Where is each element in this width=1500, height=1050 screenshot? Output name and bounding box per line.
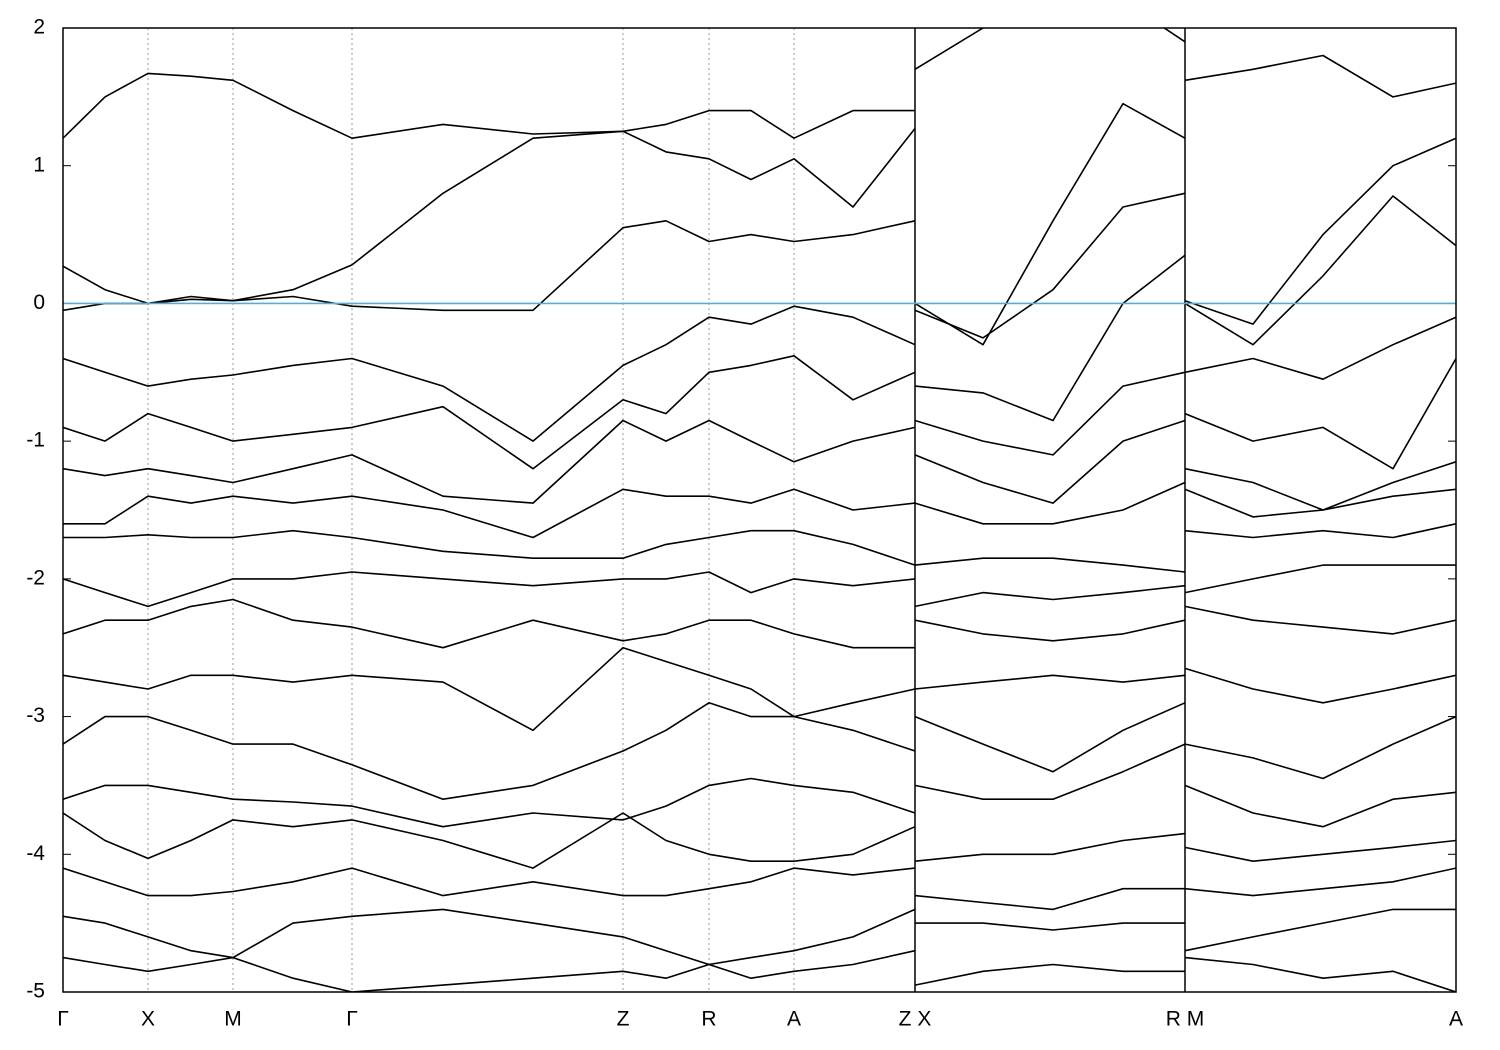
band-line xyxy=(63,481,1456,539)
x-tick-label: Γ xyxy=(346,1008,358,1031)
y-tick-label: 0 xyxy=(33,291,45,314)
band-line xyxy=(63,743,1456,828)
band-line xyxy=(63,702,1456,800)
band-line xyxy=(63,192,1456,346)
x-tick-label: R xyxy=(701,1008,716,1031)
band-line xyxy=(63,28,1456,139)
band-line xyxy=(63,949,1456,992)
x-tick-label: R M xyxy=(1166,1008,1205,1031)
band-line xyxy=(63,102,1456,346)
y-tick-label: -1 xyxy=(26,429,45,452)
band-line xyxy=(63,564,1456,608)
x-tick-label: X xyxy=(141,1008,155,1031)
y-tick-label: -4 xyxy=(26,842,45,865)
x-tick-label: Z xyxy=(617,1008,630,1031)
y-tick-label: -5 xyxy=(26,980,45,1003)
y-tick-label: -3 xyxy=(26,704,45,727)
band-line xyxy=(63,812,1456,869)
plot-area xyxy=(63,28,1456,992)
band-line xyxy=(63,908,1456,966)
x-tick-label: Z X xyxy=(899,1008,932,1031)
x-tick-label: A xyxy=(1449,1008,1463,1031)
band-line xyxy=(63,598,1456,649)
band-line xyxy=(63,419,1456,511)
band-line xyxy=(63,254,1456,442)
x-tick-label: M xyxy=(224,1008,242,1031)
plot-frame xyxy=(62,27,1457,993)
band-line xyxy=(63,646,1456,732)
x-tick-label: Γ xyxy=(57,1008,69,1031)
x-tick-label: A xyxy=(787,1008,801,1031)
y-tick-label: 1 xyxy=(33,153,45,176)
y-tick-label: 2 xyxy=(33,16,45,39)
y-tick-label: -2 xyxy=(26,566,45,589)
band-line xyxy=(63,523,1456,573)
band-line xyxy=(63,355,1456,470)
band-line xyxy=(63,867,1456,911)
